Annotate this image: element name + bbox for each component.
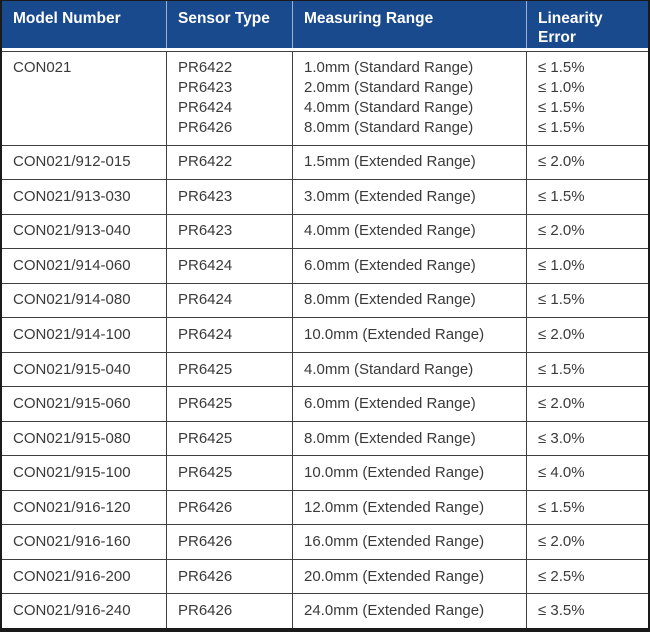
linearity-error-cell: ≤ 1.5% xyxy=(538,360,585,378)
model-number-cell: CON021/916-200 xyxy=(2,559,167,594)
linearity-error-cell: ≤ 2.0% xyxy=(538,222,585,240)
measuring-range-cell: 10.0mm (Extended Range) xyxy=(293,318,527,352)
measuring-range-cell: 10.0mm (Extended Range) xyxy=(293,456,527,490)
model-number-cell: CON021/916-120 xyxy=(2,490,167,525)
table-row: CON021/914-100 PR6424 10.0mm (Extended R… xyxy=(2,317,648,352)
linearity-error-cell: ≤ 1.5% xyxy=(538,291,585,309)
measuring-range-cell: 20.0mm (Extended Range) xyxy=(293,559,527,594)
measuring-range-column-header: Measuring Range xyxy=(293,1,527,48)
linearity-error-cell: ≤ 1.5% xyxy=(538,498,585,516)
linearity-error-cell: ≤ 1.0% xyxy=(538,256,585,274)
measuring-range-cell: 1.0mm (Standard Range) 2.0mm (Standard R… xyxy=(293,52,527,145)
model-number-cell: CON021/916-160 xyxy=(2,525,167,559)
model-number-cell: CON021/914-060 xyxy=(2,249,167,283)
model-number-cell: CON021/916-240 xyxy=(2,594,167,628)
sensor-type-cell: PR6425 xyxy=(167,456,293,490)
measuring-range-cell: 12.0mm (Extended Range) xyxy=(293,490,527,525)
sensor-type-cell: PR6425 xyxy=(167,352,293,387)
measuring-range-cell: 1.5mm (Extended Range) xyxy=(293,145,527,180)
model-number-cell: CON021/915-080 xyxy=(2,421,167,456)
sensor-type-cell: PR6423 xyxy=(167,180,293,214)
table-row: CON021/915-100 PR6425 10.0mm (Extended R… xyxy=(2,455,648,490)
table-row: CON021/916-200 PR6426 20.0mm (Extended R… xyxy=(2,558,648,594)
table-row: CON021/916-160 PR6426 16.0mm (Extended R… xyxy=(2,524,648,559)
linearity-error-cell: ≤ 2.0% xyxy=(538,395,585,413)
table-row: CON021/915-040 PR6425 4.0mm (Standard Ra… xyxy=(2,351,648,387)
sensor-type-cell: PR6425 xyxy=(167,387,293,421)
linearity-error-cell: ≤ 1.5% ≤ 1.0% ≤ 1.5% ≤ 1.5% xyxy=(538,59,585,136)
model-number-cell: CON021/913-030 xyxy=(2,180,167,214)
table-row: CON021/914-080 PR6424 8.0mm (Extended Ra… xyxy=(2,282,648,318)
model-number-column-header: Model Number xyxy=(2,1,167,48)
sensor-type-cell: PR6425 xyxy=(167,421,293,456)
table-row: CON021/915-060 PR6425 6.0mm (Extended Ra… xyxy=(2,386,648,421)
model-number-cell: CON021/915-060 xyxy=(2,387,167,421)
sensor-type-cell: PR6422 PR6423 PR6424 PR6426 xyxy=(167,52,293,145)
linearity-error-cell: ≤ 2.0% xyxy=(538,153,585,171)
sensor-type-cell: PR6426 xyxy=(167,594,293,628)
measuring-range-cell: 3.0mm (Extended Range) xyxy=(293,180,527,214)
measuring-range-cell: 6.0mm (Extended Range) xyxy=(293,387,527,421)
measuring-range-cell: 4.0mm (Standard Range) xyxy=(293,352,527,387)
model-number-cell: CON021/914-100 xyxy=(2,318,167,352)
measuring-range-cell: 8.0mm (Extended Range) xyxy=(293,283,527,318)
sensor-type-cell: PR6426 xyxy=(167,490,293,525)
sensor-type-cell: PR6424 xyxy=(167,283,293,318)
measuring-range-cell: 4.0mm (Extended Range) xyxy=(293,214,527,249)
sensor-type-cell: PR6422 xyxy=(167,145,293,180)
measuring-range-cell: 6.0mm (Extended Range) xyxy=(293,249,527,283)
linearity-error-cell: ≤ 3.0% xyxy=(538,429,585,447)
table-row: CON021/913-040 PR6423 4.0mm (Extended Ra… xyxy=(2,213,648,249)
sensor-type-cell: PR6426 xyxy=(167,525,293,559)
linearity-error-column-header: Linearity Error xyxy=(538,10,603,46)
sensor-type-column-header: Sensor Type xyxy=(167,1,293,48)
model-number-cell: CON021/915-100 xyxy=(2,456,167,490)
model-number-cell: CON021 xyxy=(2,52,167,145)
model-number-cell: CON021/912-015 xyxy=(2,145,167,180)
table-body: CON021 PR6422 PR6423 PR6424 PR6426 1.0mm… xyxy=(2,51,648,628)
sensor-type-cell: PR6424 xyxy=(167,318,293,352)
linearity-error-cell: ≤ 4.0% xyxy=(538,464,585,482)
table-row: CON021/916-240 PR6426 24.0mm (Extended R… xyxy=(2,593,648,628)
model-number-cell: CON021/913-040 xyxy=(2,214,167,249)
sensor-type-cell: PR6423 xyxy=(167,214,293,249)
table-row: CON021/914-060 PR6424 6.0mm (Extended Ra… xyxy=(2,248,648,283)
model-number-cell: CON021/914-080 xyxy=(2,283,167,318)
sensor-type-cell: PR6424 xyxy=(167,249,293,283)
table-header-row: Model Number Sensor Type Measuring Range… xyxy=(2,1,648,48)
measuring-range-cell: 24.0mm (Extended Range) xyxy=(293,594,527,628)
linearity-error-cell: ≤ 3.5% xyxy=(538,602,585,620)
linearity-error-cell: ≤ 2.5% xyxy=(538,567,585,585)
sensor-type-cell: PR6426 xyxy=(167,559,293,594)
table-row: CON021/912-015 PR6422 1.5mm (Extended Ra… xyxy=(2,144,648,180)
table-row: CON021/916-120 PR6426 12.0mm (Extended R… xyxy=(2,489,648,525)
header-divider-gap xyxy=(2,48,648,51)
table-row: CON021 PR6422 PR6423 PR6424 PR6426 1.0mm… xyxy=(2,51,648,145)
linearity-error-cell: ≤ 2.0% xyxy=(538,533,585,551)
linearity-error-cell: ≤ 2.0% xyxy=(538,325,585,343)
linearity-error-cell: ≤ 1.5% xyxy=(538,187,585,205)
measuring-range-cell: 8.0mm (Extended Range) xyxy=(293,421,527,456)
table-row: CON021/913-030 PR6423 3.0mm (Extended Ra… xyxy=(2,179,648,214)
measuring-range-cell: 16.0mm (Extended Range) xyxy=(293,525,527,559)
model-number-cell: CON021/915-040 xyxy=(2,352,167,387)
table-row: CON021/915-080 PR6425 8.0mm (Extended Ra… xyxy=(2,420,648,456)
